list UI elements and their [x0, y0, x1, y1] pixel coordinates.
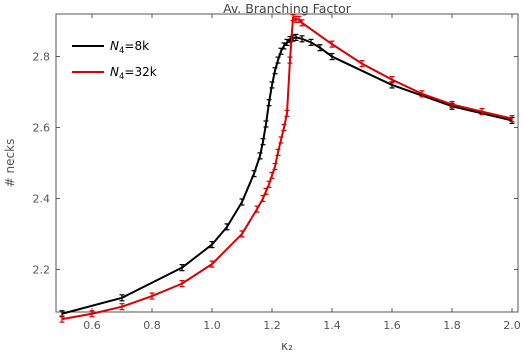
data-point: [281, 42, 287, 50]
x-axis: 0.6 0.8 1.0 1.2 1.4 1.6 1.8 2.0: [83, 14, 521, 332]
data-point: [449, 100, 455, 109]
data-point: [266, 180, 272, 188]
data-point: [389, 76, 395, 84]
data-point: [263, 187, 269, 195]
x-tick-label: 0.6: [83, 319, 101, 332]
data-point: [308, 38, 314, 46]
data-point: [296, 15, 302, 23]
data-point: [272, 67, 278, 75]
data-point: [293, 33, 299, 42]
y-tick-label: 2.6: [33, 122, 51, 135]
legend-label-sub: 4: [119, 72, 124, 82]
data-point: [278, 136, 284, 144]
x-tick-label: 1.6: [383, 319, 401, 332]
data-point: [329, 40, 335, 48]
legend-entry: N4=32k: [72, 65, 157, 82]
x-tick-label: 1.8: [443, 319, 461, 332]
legend-entry: N4=8k: [72, 39, 149, 56]
data-point: [509, 115, 515, 123]
legend-label-base: N: [110, 65, 119, 79]
x-axis-label: κ₂: [281, 339, 293, 353]
data-point: [260, 194, 266, 203]
data-point: [299, 19, 305, 27]
x-tick-label: 2.0: [503, 319, 521, 332]
data-point: [317, 44, 323, 52]
legend-label-sub: 4: [119, 46, 124, 56]
data-point: [59, 315, 65, 323]
y-axis: 2.2 2.4 2.6 2.8: [33, 51, 518, 276]
data-point: [209, 260, 215, 268]
chart-title: Av. Branching Factor: [223, 1, 352, 16]
data-point: [119, 303, 125, 311]
x-tick-label: 1.0: [203, 319, 221, 332]
data-point: [251, 170, 257, 178]
data-point: [179, 264, 185, 272]
data-point: [179, 280, 185, 288]
data-point: [224, 223, 230, 231]
legend-label-suffix: =8k: [124, 39, 149, 53]
data-point: [269, 171, 275, 180]
data-point: [149, 292, 155, 300]
series-1: [59, 13, 515, 323]
data-point: [281, 123, 287, 132]
data-point: [263, 120, 269, 128]
data-point: [329, 52, 335, 61]
data-point: [239, 198, 245, 206]
data-point: [269, 81, 275, 89]
data-point: [275, 148, 281, 156]
x-tick-label: 0.8: [143, 319, 161, 332]
data-point: [278, 47, 284, 55]
x-tick-label: 1.4: [323, 319, 341, 332]
data-point: [119, 294, 125, 302]
data-point: [89, 310, 95, 318]
y-tick-label: 2.4: [33, 192, 51, 205]
data-point: [239, 230, 245, 238]
series-layer: [59, 13, 515, 323]
y-tick-label: 2.8: [33, 51, 51, 64]
data-point: [257, 152, 263, 160]
data-point: [272, 162, 278, 171]
data-point: [275, 56, 281, 64]
series-line: [61, 16, 513, 321]
data-point: [299, 35, 305, 43]
legend-label-suffix: =32k: [124, 65, 156, 79]
data-point: [209, 240, 215, 249]
data-point: [479, 107, 485, 116]
data-point: [419, 90, 425, 98]
legend-label-base: N: [110, 39, 119, 53]
data-point: [290, 13, 296, 22]
data-point: [287, 56, 293, 64]
y-axis-label: # necks: [3, 139, 17, 188]
data-point: [284, 109, 290, 117]
plot-frame: [55, 13, 519, 313]
data-point: [266, 99, 272, 107]
data-point: [254, 205, 260, 213]
legend-label: N4=32k: [110, 65, 157, 82]
legend-label: N4=8k: [110, 39, 149, 56]
data-point: [260, 138, 266, 146]
y-tick-label: 2.2: [33, 263, 51, 276]
data-point: [359, 60, 365, 68]
data-point: [284, 38, 290, 46]
x-tick-label: 1.2: [263, 319, 281, 332]
